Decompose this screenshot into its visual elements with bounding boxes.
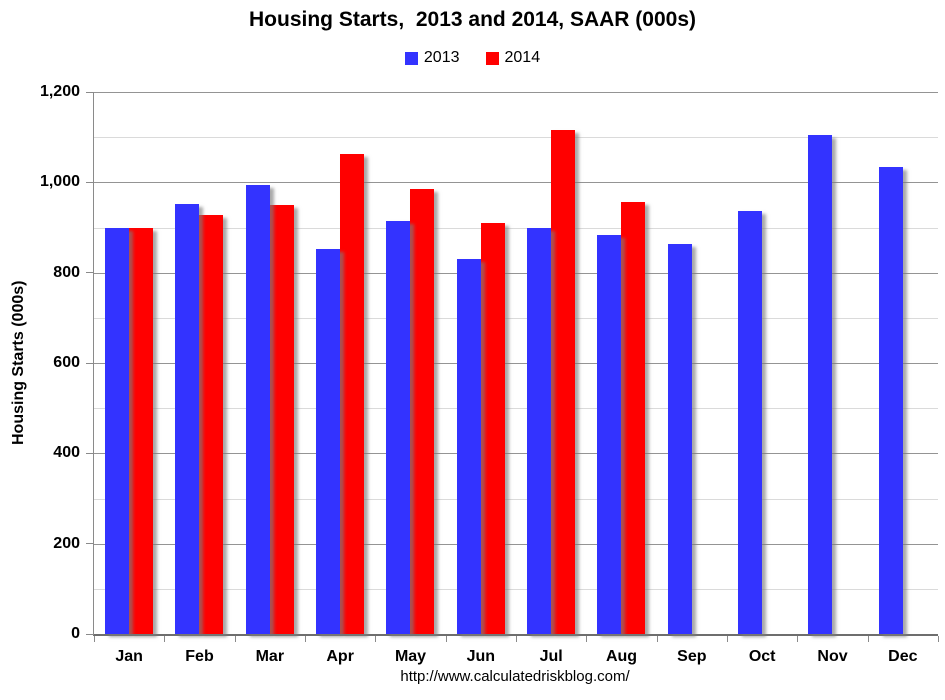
bar-group-mar — [235, 92, 305, 634]
y-tick-label-600: 600 — [53, 354, 80, 371]
bar-2013-feb — [175, 204, 200, 634]
bar-2014-feb — [199, 214, 224, 634]
x-tick-mark-6 — [516, 636, 517, 642]
minor-gridline-500 — [94, 408, 938, 410]
minor-gridline-300 — [94, 498, 938, 500]
y-tick-mark-200 — [86, 543, 94, 545]
chart-legend: 2013 2014 — [0, 49, 945, 67]
bar-2013-aug — [597, 235, 622, 634]
x-tick-mark-10 — [797, 636, 799, 642]
bar-group-jan — [94, 92, 164, 634]
x-axis-label-feb: Feb — [185, 648, 214, 665]
bar-group-feb — [164, 92, 234, 634]
legend-item-2014: 2014 — [485, 49, 541, 67]
plot-area: 0 200 400 600 800 1,000 1,200 Jan Feb Mar Apr May Ju… — [40, 83, 939, 665]
bar-group-oct — [727, 92, 797, 634]
x-tick-mark-3 — [305, 636, 306, 642]
y-tick-label-200: 200 — [53, 534, 80, 552]
bar-2013-dec — [878, 166, 903, 634]
y-tick-mark-1000 — [86, 181, 94, 183]
x-axis-label-may: May — [394, 648, 427, 665]
x-axis-label-jun: Jun — [466, 648, 496, 665]
major-gridline-800 — [94, 272, 938, 274]
bar-group-may — [375, 92, 445, 634]
bar-2014-jun — [480, 223, 505, 634]
bar-2014-aug — [621, 202, 646, 634]
minor-gridline-900 — [94, 227, 938, 229]
minor-gridline-100 — [94, 588, 938, 590]
bar-group-jun — [446, 92, 516, 634]
major-gridline-1200 — [94, 92, 938, 93]
legend-swatch-2013-icon — [404, 51, 418, 65]
bar-2013-apr — [316, 249, 341, 634]
bar-group-sep — [657, 92, 727, 634]
x-axis-label-jul: Jul — [539, 648, 563, 665]
bar-2014-may — [410, 189, 435, 634]
legend-swatch-2014-icon — [485, 51, 499, 65]
x-tick-mark-0 — [94, 636, 95, 642]
bar-2014-jan — [129, 227, 154, 634]
legend-label-2014: 2014 — [504, 49, 541, 66]
major-gridline-600 — [94, 363, 938, 364]
bar-group-dec — [868, 92, 938, 634]
x-tick-mark-8 — [656, 636, 658, 642]
y-tick-mark-400 — [86, 452, 94, 454]
bar-2013-nov — [808, 134, 833, 634]
bar-2013-jul — [527, 228, 552, 634]
x-axis-label-dec: Dec — [888, 648, 918, 665]
x-tick-mark-5 — [445, 636, 447, 642]
y-tick-mark-800 — [86, 272, 94, 274]
bar-2013-sep — [667, 244, 692, 634]
bar-group-nov — [797, 92, 867, 634]
legend-item-2013: 2013 — [404, 49, 460, 67]
y-axis-title: Housing Starts (000s) — [10, 280, 27, 446]
minor-gridline-700 — [94, 317, 938, 319]
bar-2013-mar — [245, 185, 270, 634]
legend-label-2013: 2013 — [423, 49, 460, 66]
x-tick-mark-12 — [938, 636, 939, 642]
footer-url: http://www.calculatedriskblog.com/ — [400, 668, 630, 685]
y-tick-mark-1200 — [86, 91, 94, 93]
bar-2013-jun — [456, 258, 481, 634]
chart-title: Housing Starts, 2013 and 2014, SAAR (000… — [249, 8, 696, 31]
bar-group-aug — [586, 92, 656, 634]
major-gridline-200 — [94, 543, 938, 545]
x-axis-label-oct: Oct — [748, 648, 776, 665]
y-tick-mark-0 — [86, 633, 94, 635]
major-gridline-1000 — [94, 182, 938, 184]
x-tick-mark-2 — [234, 636, 236, 642]
x-tick-mark-9 — [727, 636, 728, 642]
x-tick-mark-4 — [375, 636, 377, 642]
y-tick-label-800: 800 — [53, 263, 80, 281]
x-tick-mark-7 — [586, 636, 588, 642]
x-axis-label-jan: Jan — [115, 648, 143, 665]
x-axis-label-sep: Sep — [677, 648, 707, 665]
major-gridline-400 — [94, 453, 938, 455]
x-axis-label-nov: Nov — [817, 648, 848, 665]
y-tick-label-0: 0 — [71, 625, 80, 642]
x-tick-mark-1 — [164, 636, 166, 642]
bar-2013-jan — [105, 228, 130, 634]
bar-2014-mar — [269, 204, 294, 634]
y-tick-label-400: 400 — [53, 444, 80, 462]
bar-2014-jul — [551, 129, 576, 634]
bar-2013-oct — [738, 211, 763, 634]
bar-group-jul — [516, 92, 586, 634]
bar-2013-may — [386, 220, 411, 634]
bar-group-apr — [305, 92, 375, 634]
y-tick-label-1000: 1,000 — [39, 173, 80, 191]
x-axis-label-mar: Mar — [255, 648, 285, 665]
y-tick-mark-600 — [86, 362, 94, 364]
minor-gridline-1100 — [94, 137, 938, 139]
y-tick-label-1200: 1,200 — [39, 83, 80, 100]
x-tick-mark-11 — [867, 636, 869, 642]
bar-2014-apr — [340, 153, 365, 634]
x-axis-label-apr: Apr — [326, 648, 354, 665]
x-axis-label-aug: Aug — [605, 648, 638, 665]
